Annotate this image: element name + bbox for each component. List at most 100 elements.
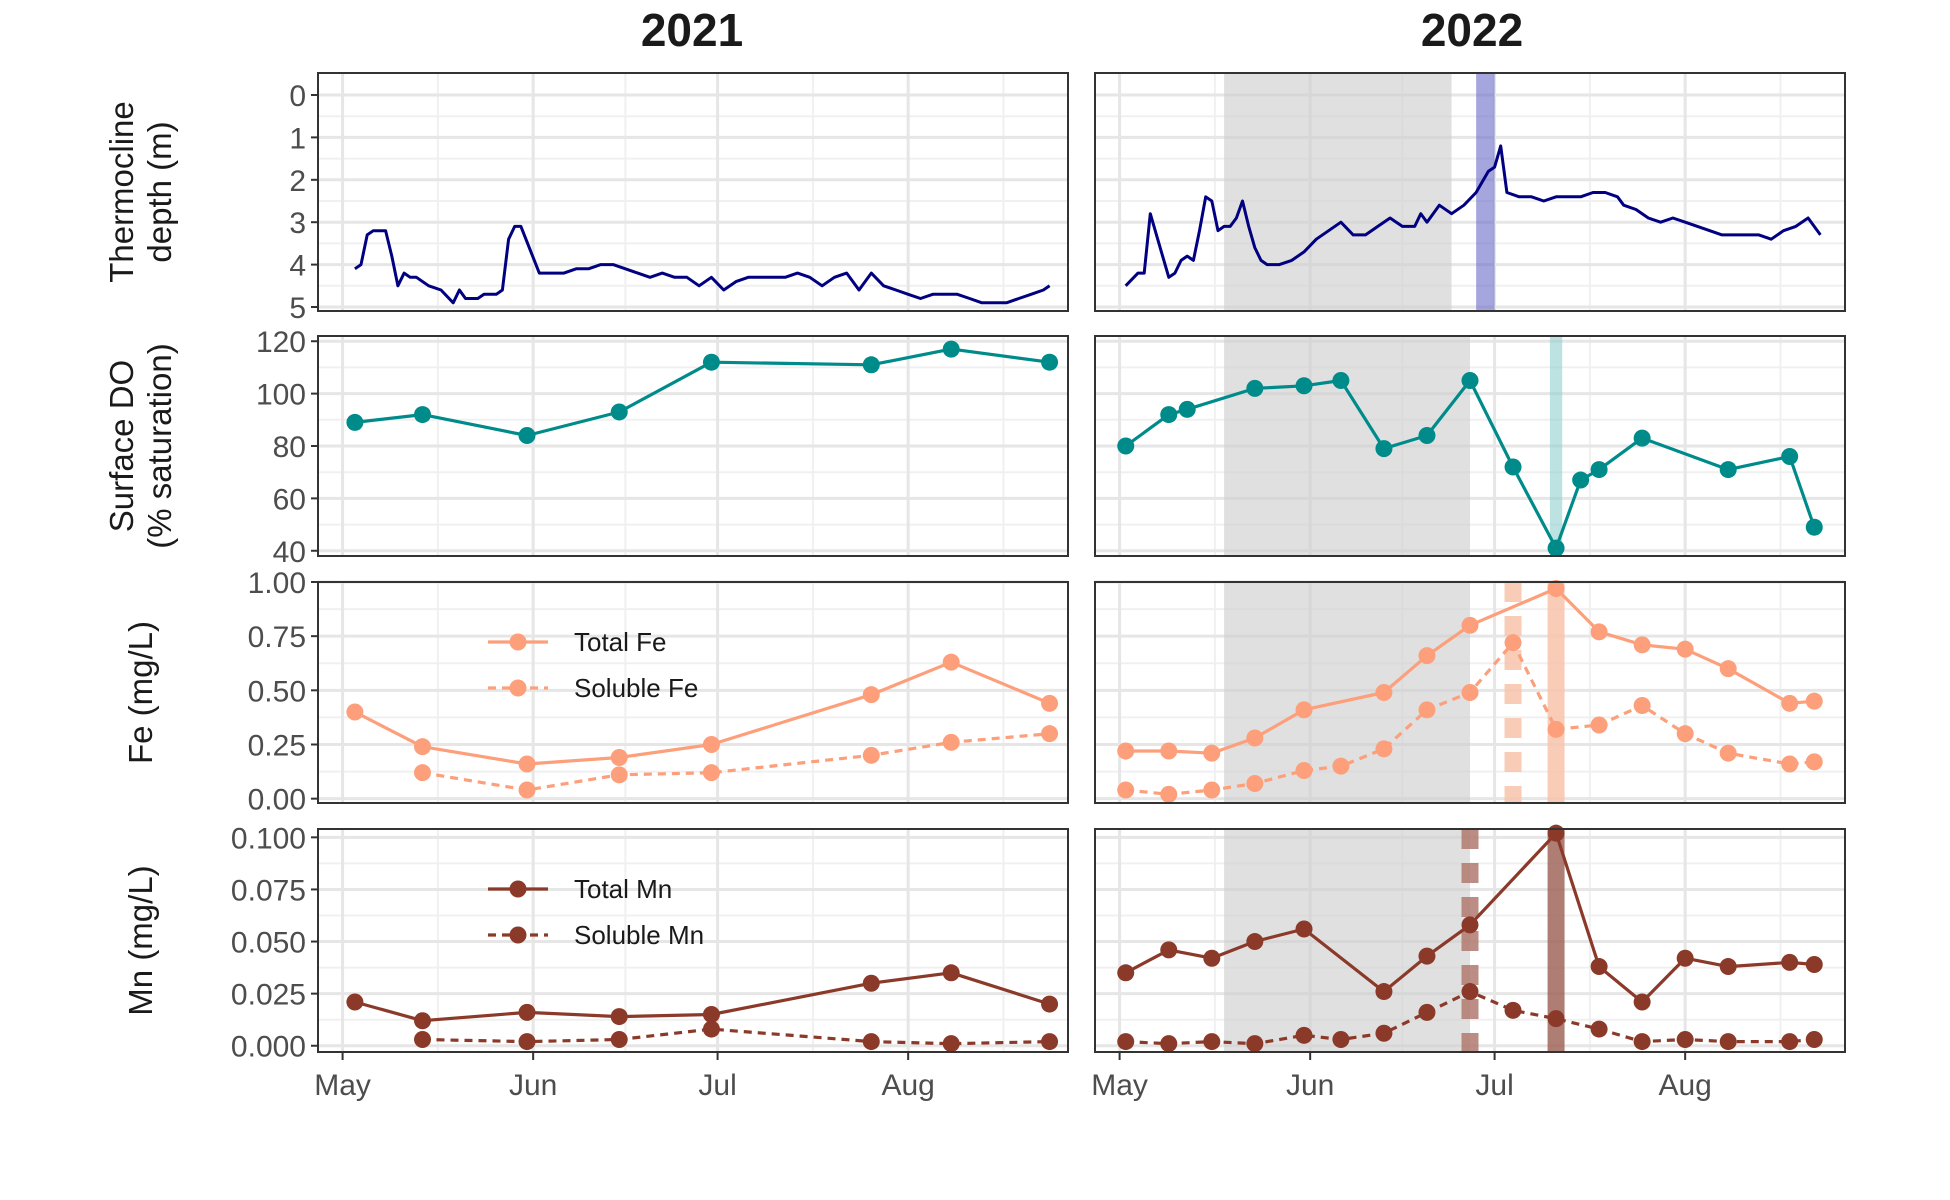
series-line bbox=[1124, 144, 1822, 287]
data-point bbox=[1461, 983, 1479, 1001]
legend-key-marker bbox=[509, 926, 527, 944]
y-tick-label: 0.50 bbox=[248, 675, 306, 708]
series-line bbox=[354, 971, 1051, 1023]
x-tick-label: Jun bbox=[509, 1069, 557, 1102]
panel-border bbox=[1094, 581, 1846, 804]
data-point bbox=[414, 406, 432, 424]
data-point bbox=[1676, 949, 1694, 967]
data-point bbox=[1676, 725, 1694, 743]
data-point bbox=[1781, 755, 1799, 773]
data-point bbox=[1781, 953, 1799, 971]
data-point bbox=[1375, 440, 1393, 458]
data-point bbox=[1246, 379, 1264, 397]
data-point bbox=[414, 764, 432, 782]
data-point bbox=[1590, 716, 1608, 734]
data-point bbox=[1203, 949, 1221, 967]
y-tick-label: 1.00 bbox=[248, 567, 306, 600]
data-point bbox=[610, 766, 628, 784]
data-point bbox=[1719, 1033, 1737, 1051]
data-point bbox=[1418, 1003, 1436, 1021]
data-point bbox=[518, 755, 536, 773]
legend-label: Soluble Mn bbox=[574, 920, 704, 950]
data-point bbox=[1676, 640, 1694, 658]
shaded-period bbox=[1549, 336, 1563, 556]
data-point bbox=[1041, 694, 1059, 712]
data-point bbox=[1805, 1030, 1823, 1048]
data-point bbox=[862, 746, 880, 764]
data-point bbox=[1041, 725, 1059, 743]
x-tick-label: Aug bbox=[1658, 1069, 1711, 1102]
data-point bbox=[518, 427, 536, 445]
data-point bbox=[1676, 1030, 1694, 1048]
y-tick-label: 0.000 bbox=[231, 1031, 306, 1064]
panel-fe-2022 bbox=[1094, 580, 1846, 804]
panel-do-2021: 40 60 80 100 120 Surface DO (% saturation) bbox=[103, 326, 1069, 569]
data-point bbox=[1295, 1026, 1313, 1044]
shaded-period bbox=[1224, 336, 1470, 556]
y-axis-title: (% saturation) bbox=[141, 343, 178, 548]
data-point bbox=[1805, 955, 1823, 973]
y-tick-label: 0.075 bbox=[231, 874, 306, 907]
data-point bbox=[1547, 824, 1565, 842]
data-point bbox=[1504, 1001, 1522, 1019]
panel-grid: 0 1 2 3 4 5 Thermocline depth (m) 40 60 80 100 120 Su… bbox=[103, 72, 1846, 1102]
panel-thermocline-2021: 0 1 2 3 4 5 Thermocline depth (m) bbox=[103, 72, 1069, 325]
panel-border bbox=[1094, 72, 1846, 312]
data-point bbox=[1572, 471, 1590, 489]
data-point bbox=[862, 356, 880, 374]
data-point bbox=[1418, 427, 1436, 445]
data-point bbox=[610, 1030, 628, 1048]
x-tick-label: Jun bbox=[1286, 1069, 1334, 1102]
y-axis-title: Mn (mg/L) bbox=[122, 865, 159, 1015]
data-point bbox=[346, 703, 364, 721]
data-point bbox=[1547, 720, 1565, 738]
data-point bbox=[1332, 372, 1350, 390]
data-point bbox=[518, 1003, 536, 1021]
data-point bbox=[1418, 947, 1436, 965]
y-tick-label: 1 bbox=[289, 122, 306, 155]
data-point bbox=[1246, 933, 1264, 951]
data-point bbox=[1719, 461, 1737, 479]
y-tick-label: 5 bbox=[289, 292, 306, 325]
data-point bbox=[702, 764, 720, 782]
data-point bbox=[1590, 461, 1608, 479]
data-point bbox=[1375, 740, 1393, 758]
panel-border bbox=[1094, 828, 1846, 1053]
x-tick-label: Aug bbox=[881, 1069, 934, 1102]
data-point bbox=[1160, 406, 1178, 424]
data-point bbox=[862, 974, 880, 992]
data-point bbox=[1203, 744, 1221, 762]
data-point bbox=[1633, 697, 1651, 714]
shaded-period bbox=[1224, 73, 1452, 311]
data-point bbox=[1590, 623, 1608, 641]
data-point bbox=[1041, 1033, 1059, 1051]
y-tick-label: 40 bbox=[273, 536, 306, 569]
data-point bbox=[414, 738, 432, 756]
panel-border bbox=[317, 581, 1069, 804]
data-point bbox=[1246, 775, 1264, 792]
y-tick-label: 80 bbox=[273, 431, 306, 464]
data-point bbox=[610, 1008, 628, 1026]
data-point bbox=[414, 1030, 432, 1048]
data-point bbox=[1295, 920, 1313, 938]
data-point bbox=[1117, 437, 1135, 455]
data-point bbox=[942, 653, 960, 671]
data-point bbox=[1633, 429, 1651, 447]
data-point bbox=[1160, 742, 1178, 760]
data-point bbox=[1719, 744, 1737, 762]
data-point bbox=[1547, 539, 1565, 557]
x-tick-label: Jul bbox=[1475, 1069, 1513, 1102]
data-point bbox=[942, 733, 960, 751]
data-point bbox=[1246, 1035, 1264, 1053]
y-tick-label: 100 bbox=[256, 379, 306, 412]
data-point bbox=[346, 993, 364, 1011]
y-tick-label: 0.75 bbox=[248, 621, 306, 654]
data-point bbox=[1041, 353, 1059, 371]
data-point bbox=[1041, 995, 1059, 1013]
data-point bbox=[1160, 785, 1178, 803]
y-tick-label: 60 bbox=[273, 483, 306, 516]
panel-background bbox=[1095, 73, 1845, 311]
data-point bbox=[1295, 762, 1313, 779]
y-axis-title: Surface DO bbox=[103, 360, 140, 532]
data-point bbox=[346, 413, 364, 431]
